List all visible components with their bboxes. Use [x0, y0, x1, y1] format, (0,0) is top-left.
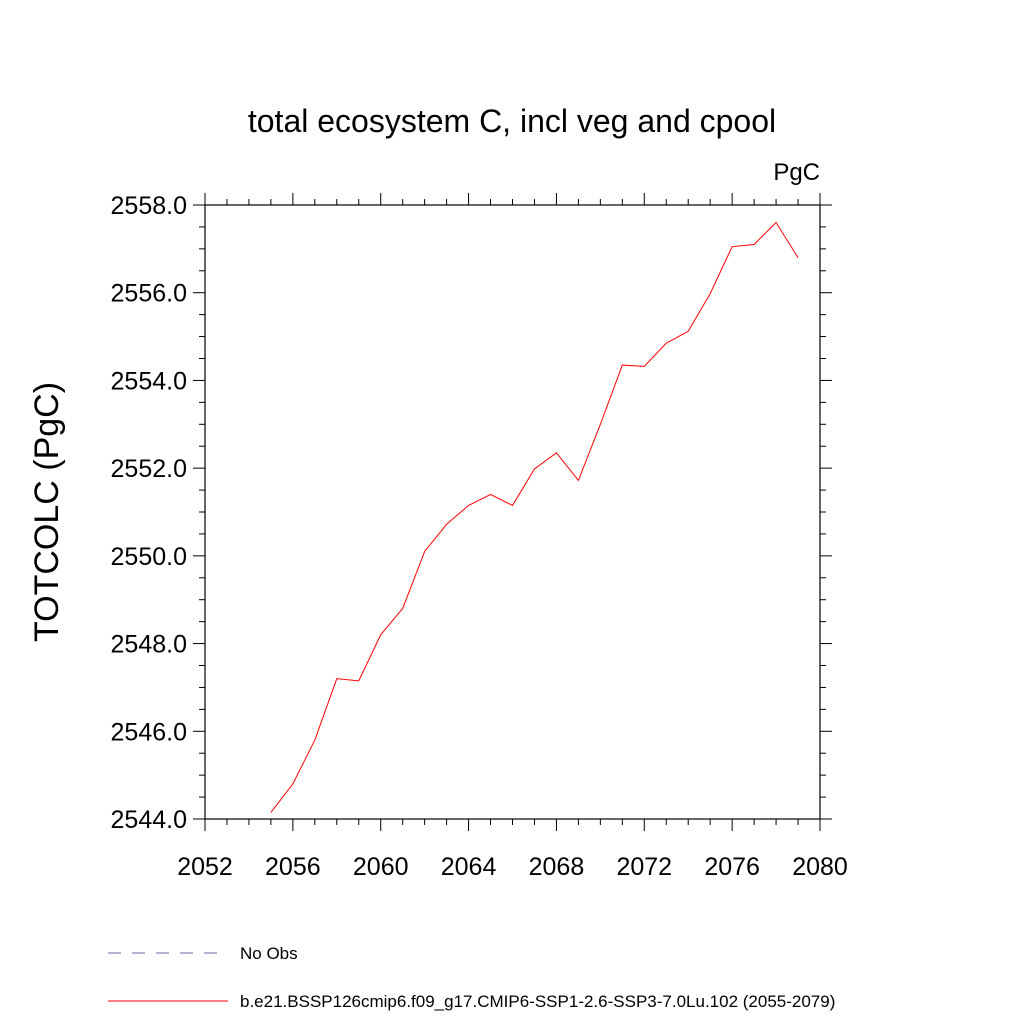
legend-label-model-run: b.e21.BSSP126cmip6.f09_g17.CMIP6-SSP1-2.…: [240, 992, 835, 1011]
y-tick-label: 2556.0: [111, 280, 187, 308]
x-tick-label: 2064: [441, 853, 497, 881]
chart-title: total ecosystem C, incl veg and cpool: [248, 103, 776, 139]
units-label: PgC: [773, 159, 820, 186]
series-layer: [270, 221, 799, 813]
y-tick-label: 2546.0: [111, 718, 187, 746]
y-tick-label: 2554.0: [111, 367, 187, 395]
x-tick-labels: 2052 2056 2060 2064 2068 2072 2076 2080: [177, 853, 848, 881]
legend-label-no-obs: No Obs: [240, 944, 298, 963]
y-tick-label: 2544.0: [111, 806, 187, 834]
x-tick-label: 2056: [265, 853, 321, 881]
x-tick-label: 2052: [177, 853, 233, 881]
x-tick-label: 2076: [704, 853, 760, 881]
series-line-0: [270, 221, 799, 813]
y-axis-label: TOTCOLC (PgC): [28, 382, 66, 642]
y-ticks: [193, 204, 832, 820]
legend: No Obs b.e21.BSSP126cmip6.f09_g17.CMIP6-…: [108, 944, 835, 1011]
x-ticks: [204, 193, 821, 831]
x-tick-label: 2060: [353, 853, 409, 881]
x-tick-label: 2072: [616, 853, 672, 881]
y-tick-labels: 2544.0 2546.0 2548.0 2550.0 2552.0 2554.0 2556…: [111, 192, 187, 834]
x-tick-label: 2080: [792, 853, 848, 881]
y-tick-label: 2550.0: [111, 543, 187, 571]
y-tick-label: 2552.0: [111, 455, 187, 483]
x-tick-label: 2068: [529, 853, 585, 881]
y-tick-label: 2548.0: [111, 631, 187, 659]
y-tick-label: 2558.0: [111, 192, 187, 220]
plot-frame: [204, 204, 821, 820]
